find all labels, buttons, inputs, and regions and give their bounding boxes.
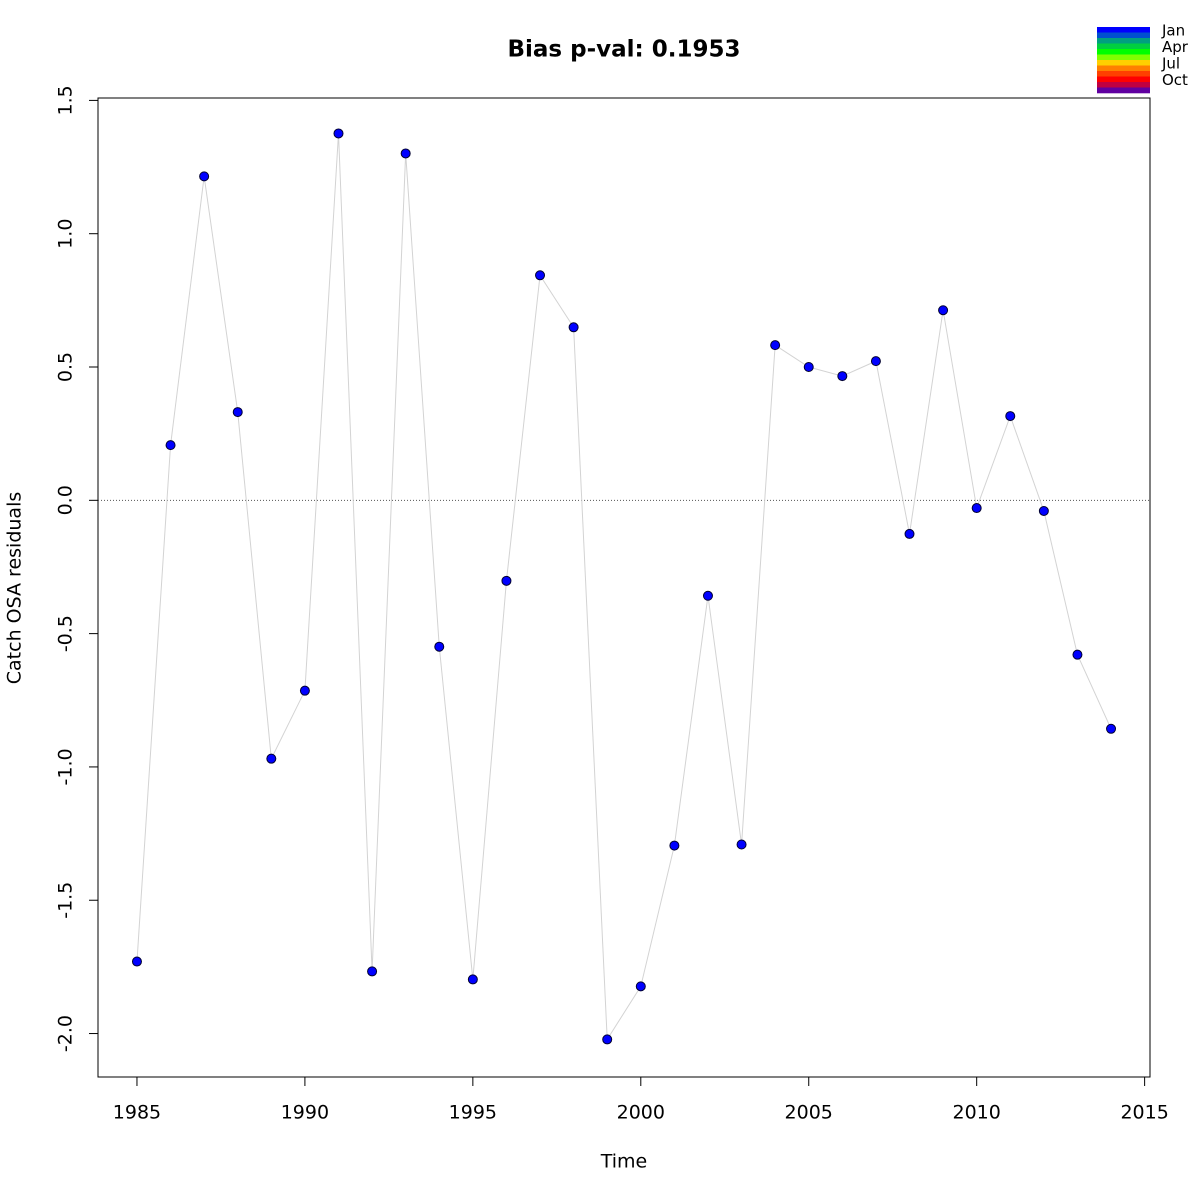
y-tick-label: 1.0 xyxy=(55,219,77,249)
x-tick-label: 2005 xyxy=(785,1102,833,1124)
y-tick-label: 0.0 xyxy=(55,485,77,515)
legend-label: Jan xyxy=(1161,22,1185,40)
data-point xyxy=(1106,723,1117,734)
data-point xyxy=(602,1034,613,1045)
legend-swatch xyxy=(1097,87,1150,94)
y-tick-label: -0.5 xyxy=(55,615,77,652)
legend-swatch xyxy=(1097,54,1150,61)
data-point xyxy=(803,362,814,373)
data-point xyxy=(299,685,310,696)
chart-title: Bias p-val: 0.1953 xyxy=(508,37,741,63)
data-point xyxy=(1038,505,1049,516)
legend-swatch xyxy=(1097,38,1150,44)
data-point xyxy=(199,171,210,182)
data-point xyxy=(501,575,512,586)
data-point xyxy=(904,528,915,539)
y-axis-label: Catch OSA residuals xyxy=(4,492,26,684)
data-point xyxy=(434,641,445,652)
data-point xyxy=(400,148,411,159)
data-point xyxy=(535,270,546,281)
series-line xyxy=(136,133,1112,1042)
data-point xyxy=(165,440,176,451)
x-tick-label: 2000 xyxy=(617,1102,665,1124)
legend-swatch xyxy=(1097,76,1150,83)
legend-label: Jul xyxy=(1161,55,1180,73)
legend-label: Apr xyxy=(1162,38,1189,56)
x-tick-label: 1995 xyxy=(449,1102,497,1124)
x-tick-label: 1985 xyxy=(113,1102,161,1124)
legend-swatch xyxy=(1097,60,1150,66)
data-point xyxy=(367,966,378,977)
data-point xyxy=(1005,411,1016,422)
legend-swatch xyxy=(1097,27,1150,33)
legend-swatch xyxy=(1097,49,1150,55)
legend-swatch xyxy=(1097,82,1150,88)
data-point xyxy=(736,839,747,850)
x-axis-label: Time xyxy=(600,1151,648,1173)
legend-label: Oct xyxy=(1162,71,1188,89)
x-tick-label: 1990 xyxy=(281,1102,329,1124)
data-point xyxy=(333,128,344,139)
data-point xyxy=(669,840,680,851)
legend-swatch xyxy=(1097,43,1150,50)
data-point xyxy=(568,322,579,333)
x-tick-label: 2010 xyxy=(953,1102,1001,1124)
legend-swatch xyxy=(1097,65,1150,72)
data-point xyxy=(467,974,478,985)
data-point xyxy=(635,981,646,992)
data-point xyxy=(131,956,142,967)
y-tick-label: -1.5 xyxy=(55,882,77,919)
y-tick-label: 0.5 xyxy=(55,352,77,382)
plot-frame xyxy=(97,97,1151,1078)
data-point xyxy=(232,407,243,418)
data-point xyxy=(971,503,982,514)
y-tick-label: 1.5 xyxy=(55,85,77,115)
data-point xyxy=(938,305,949,316)
data-point xyxy=(702,590,713,601)
y-tick-label: -2.0 xyxy=(55,1015,77,1052)
legend-swatch xyxy=(1097,32,1150,39)
data-point xyxy=(770,340,781,351)
data-point xyxy=(837,371,848,382)
x-tick-label: 2015 xyxy=(1120,1102,1168,1124)
y-tick-label: -1.0 xyxy=(55,748,77,785)
data-point xyxy=(1072,649,1083,660)
data-point xyxy=(870,356,881,367)
data-point xyxy=(266,753,277,764)
legend-swatch xyxy=(1097,71,1150,77)
